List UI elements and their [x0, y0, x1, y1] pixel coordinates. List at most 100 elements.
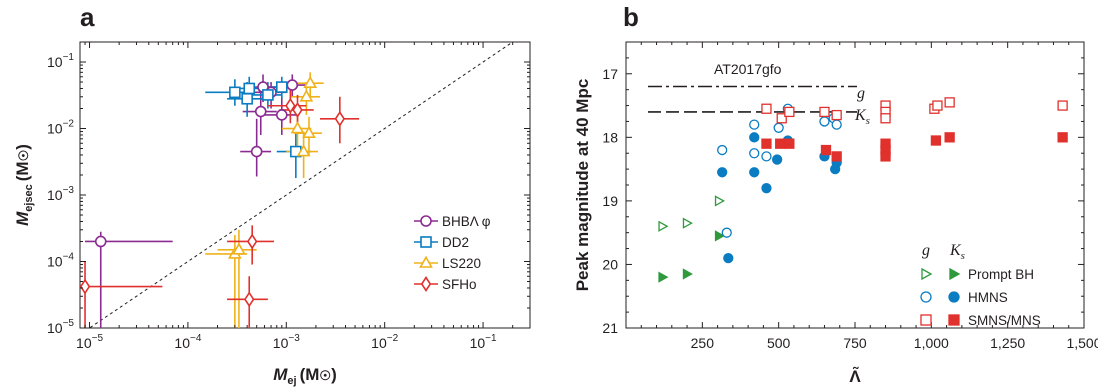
- data-point-g: [784, 106, 795, 118]
- data-point-ks: [784, 138, 795, 149]
- legend-entry: LS220: [442, 256, 481, 271]
- x-tick-label: 1,000: [914, 335, 949, 351]
- data-point-g: [831, 119, 842, 130]
- y-tick-label: 10−1: [47, 52, 74, 70]
- x-tick-label: 500: [767, 335, 791, 351]
- data-point: [292, 102, 303, 118]
- legend-marker-open: [920, 314, 932, 326]
- data-point-ks: [761, 183, 772, 194]
- data-point: [250, 145, 263, 158]
- y-tick-label: 19: [602, 193, 618, 209]
- panel-b: b AT2017gfo g Ks 250 500 750 1,000 1,250 1,50…: [573, 2, 1098, 386]
- reference-ks-label: Ks: [854, 107, 870, 127]
- legend-marker-filled: [948, 291, 960, 303]
- data-point: [296, 144, 311, 157]
- data-point-ks: [930, 135, 942, 146]
- data-point: [254, 105, 267, 118]
- legend-marker: [420, 276, 432, 292]
- legend-marker-filled: [948, 314, 960, 326]
- data-point-g: [1057, 100, 1068, 111]
- y-tick-label: 18: [602, 129, 618, 145]
- data-point: [275, 109, 288, 121]
- data-point-ks: [717, 167, 728, 178]
- reference-label: AT2017gfo: [714, 61, 782, 77]
- data-point: [290, 121, 305, 134]
- data-point: [262, 89, 274, 101]
- legend-entry: SMNS/MNS: [968, 313, 1041, 328]
- data-point-g: [761, 151, 772, 162]
- data-point: [244, 291, 255, 308]
- panel-a-xlabel: Mej (M☉): [273, 365, 337, 387]
- panel-a-letter: a: [80, 2, 95, 32]
- legend-marker-open: [920, 291, 932, 303]
- data-point-g: [749, 119, 760, 130]
- data-point: [285, 97, 296, 114]
- x-tick-label: 10−1: [470, 333, 497, 351]
- data-point-g: [658, 220, 669, 232]
- y-tick-label: 10−2: [47, 119, 74, 137]
- data-point-ks: [820, 144, 832, 156]
- data-point-g: [944, 97, 955, 108]
- data-point-ks: [831, 151, 842, 162]
- data-point-ks: [775, 138, 786, 149]
- data-point-ks: [944, 132, 955, 143]
- data-point-ks: [682, 268, 693, 280]
- x-tick-label: 750: [843, 335, 867, 351]
- y-tick-label: 10−4: [47, 252, 74, 270]
- legend-entry: DD2: [442, 235, 469, 250]
- data-point: [243, 82, 256, 95]
- data-point-g: [819, 106, 830, 118]
- data-point-ks: [880, 151, 891, 162]
- data-point-ks: [1057, 132, 1068, 143]
- data-point: [241, 92, 253, 105]
- data-point-g: [749, 148, 760, 159]
- x-tick-label: 1,500: [1066, 335, 1098, 351]
- legend-marker: [420, 215, 432, 227]
- diagonal-line: [88, 42, 514, 328]
- panel-a-frame: [79, 41, 531, 329]
- panel-a-ylabel: Mejsec(M☉): [13, 144, 35, 226]
- panel-b-letter: b: [623, 2, 639, 32]
- data-point-g: [831, 109, 842, 121]
- legend-entry: Prompt BH: [968, 267, 1034, 282]
- legend-marker: [419, 255, 433, 268]
- legend-marker: [420, 236, 432, 248]
- panel-a-legend: BHBΛ φ DD2 LS220 SFHo: [414, 214, 491, 292]
- panel-b-frame: [625, 41, 1085, 329]
- data-point: [302, 125, 316, 139]
- x-tick-label: 10−2: [371, 333, 398, 351]
- legend-header-g: g: [922, 242, 930, 259]
- data-point-g: [761, 103, 772, 114]
- y-tick-label: 20: [602, 256, 618, 272]
- legend-marker-open: [921, 267, 933, 281]
- y-tick-label: 17: [602, 66, 618, 82]
- data-point-ks: [749, 132, 760, 143]
- y-tick-label: 10−3: [47, 185, 74, 203]
- data-point-ks: [714, 230, 725, 242]
- data-point-g: [721, 227, 732, 238]
- data-point: [80, 278, 91, 295]
- y-tick-label: 21: [602, 320, 618, 336]
- panel-b-xlabel: Λ̃: [849, 366, 861, 386]
- data-point-ks: [771, 154, 783, 165]
- data-point: [229, 86, 241, 99]
- x-tick-label: 10−4: [174, 333, 201, 351]
- legend-entry: BHBΛ φ: [442, 214, 491, 229]
- legend-marker-filled: [949, 267, 961, 281]
- data-point-ks: [723, 252, 734, 264]
- legend-header-ks: Ks: [949, 242, 965, 262]
- data-point: [334, 110, 346, 127]
- reference-g-label: g: [857, 85, 865, 102]
- data-point-g: [776, 113, 787, 124]
- x-tick-label: 250: [691, 335, 715, 351]
- panel-b-legend: g Ks Prompt BH HMNS SMNS/MNS: [920, 242, 1041, 328]
- data-point: [286, 79, 299, 91]
- data-point-ks: [749, 167, 760, 178]
- y-tick-label: 10−5: [47, 318, 74, 336]
- data-point: [275, 81, 288, 93]
- data-point: [94, 235, 107, 248]
- legend-entry: SFHo: [442, 277, 477, 292]
- data-point: [232, 242, 246, 255]
- data-point: [246, 233, 258, 250]
